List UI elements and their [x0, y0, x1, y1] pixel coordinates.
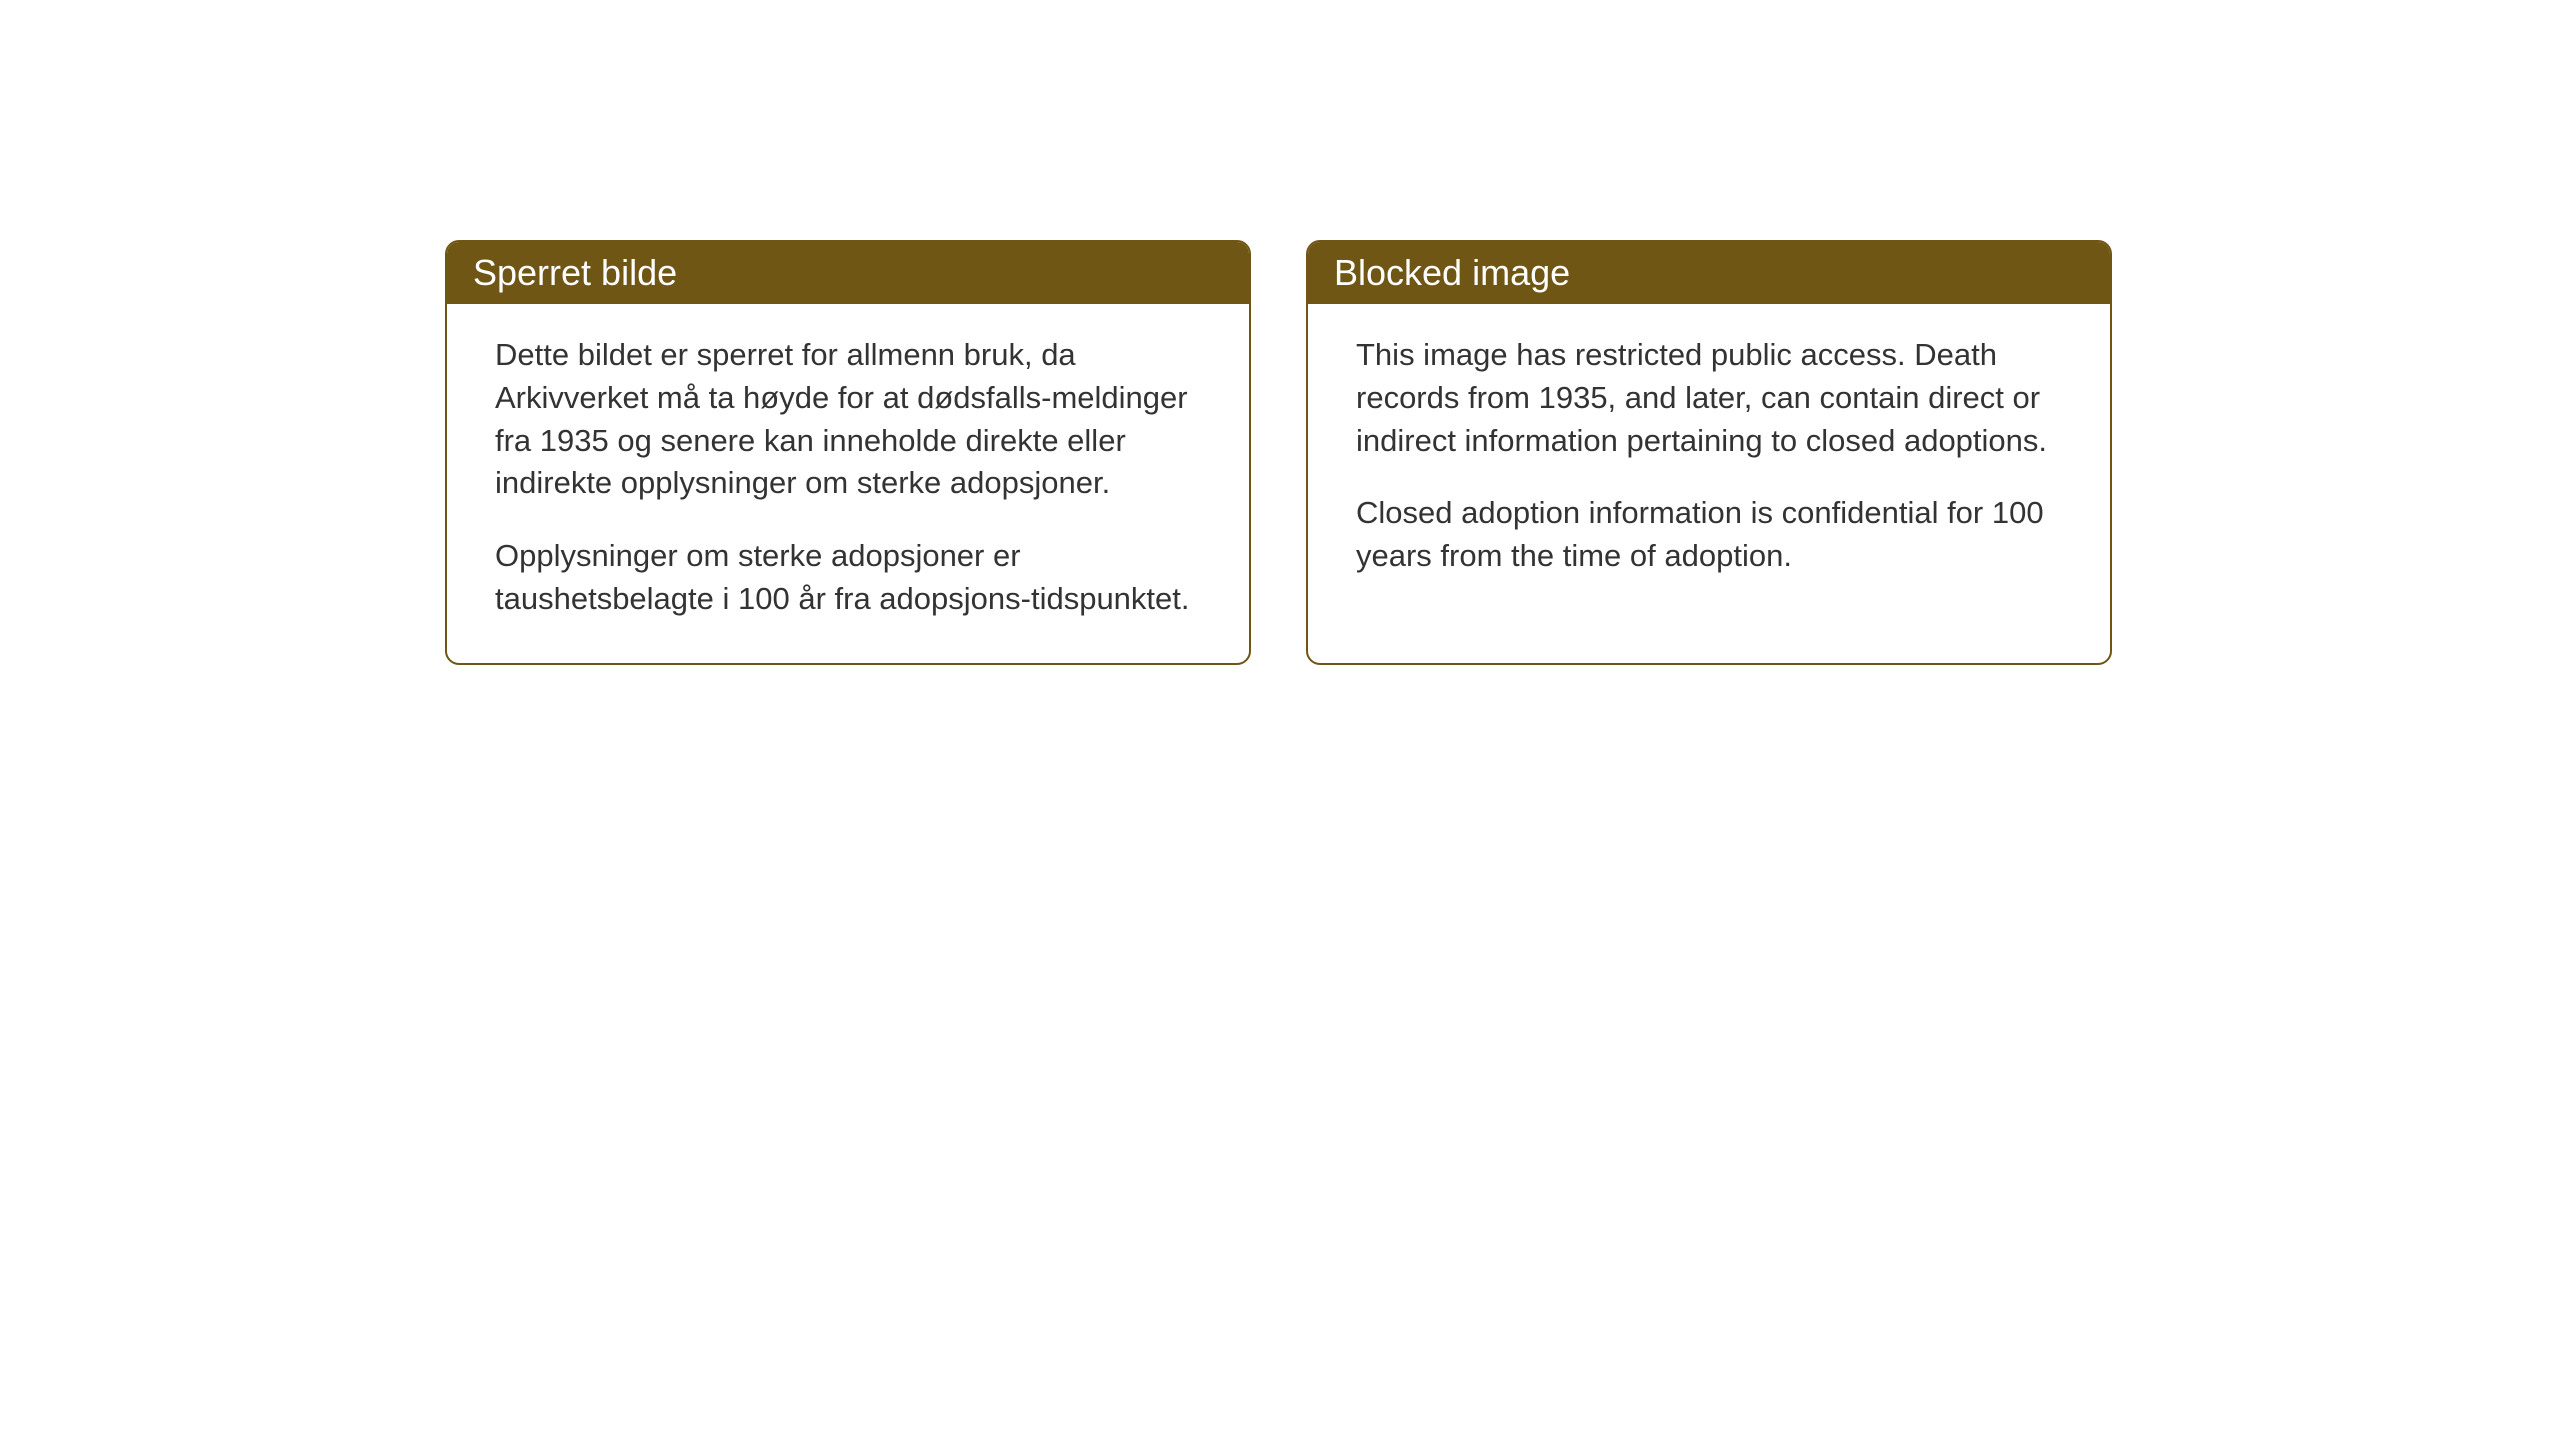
notice-container: Sperret bilde Dette bildet er sperret fo…	[445, 240, 2112, 665]
notice-body-english: This image has restricted public access.…	[1308, 304, 2110, 620]
notice-card-norwegian: Sperret bilde Dette bildet er sperret fo…	[445, 240, 1251, 665]
notice-paragraph-1-english: This image has restricted public access.…	[1356, 334, 2062, 462]
notice-paragraph-2-norwegian: Opplysninger om sterke adopsjoner er tau…	[495, 535, 1201, 621]
notice-card-english: Blocked image This image has restricted …	[1306, 240, 2112, 665]
notice-paragraph-1-norwegian: Dette bildet er sperret for allmenn bruk…	[495, 334, 1201, 505]
notice-header-norwegian: Sperret bilde	[447, 242, 1249, 304]
notice-paragraph-2-english: Closed adoption information is confident…	[1356, 492, 2062, 578]
notice-header-english: Blocked image	[1308, 242, 2110, 304]
notice-body-norwegian: Dette bildet er sperret for allmenn bruk…	[447, 304, 1249, 663]
